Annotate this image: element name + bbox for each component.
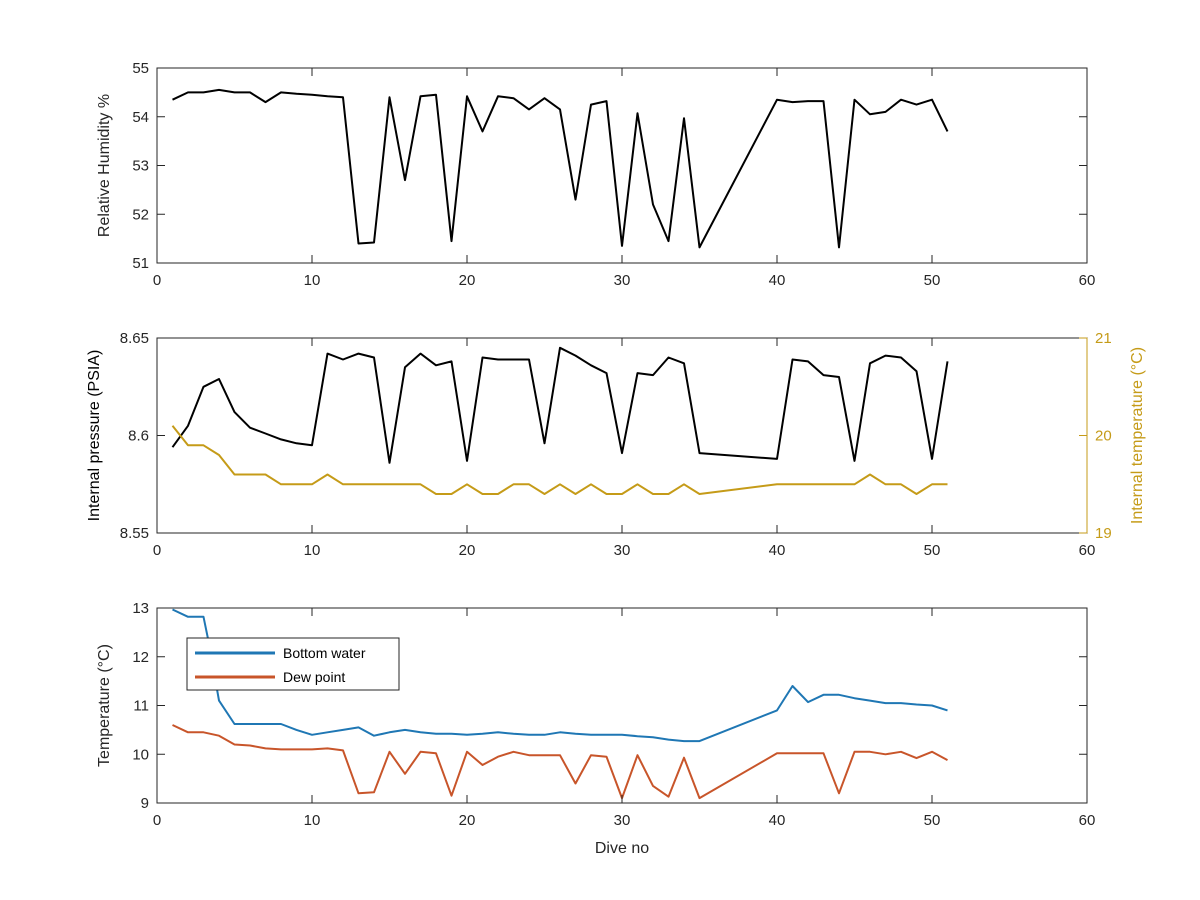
x-tick-label: 50 — [924, 272, 941, 289]
y-tick-label: 54 — [132, 109, 149, 126]
chart-panel-2: 0 10 20 30 40 50 60 8.55 8.6 8.65 19 20 21 Internal t… — [86, 330, 1146, 559]
y-tick-label: 51 — [132, 255, 149, 272]
x-tick-label: 30 — [614, 542, 631, 559]
x-tick-label: 40 — [769, 812, 786, 829]
x-tick-label: 40 — [769, 542, 786, 559]
x-tick-label: 20 — [459, 272, 476, 289]
y2-axis-title: Internal temperature (°C) — [1129, 347, 1146, 524]
x-tick-label: 20 — [459, 812, 476, 829]
x-tick-label: 60 — [1079, 272, 1096, 289]
y-tick-label: 13 — [132, 600, 149, 617]
series-line-2-1 — [171, 346, 949, 464]
y-tick-label: 8.6 — [128, 428, 149, 445]
x-tick-label: 30 — [614, 272, 631, 289]
series-line-3-1 — [172, 608, 948, 743]
y-tick-label: 53 — [132, 158, 149, 175]
x-tick-label: 50 — [924, 812, 941, 829]
x-tick-label: 50 — [924, 542, 941, 559]
x-axis-title: Dive no — [595, 840, 649, 857]
legend-box — [186, 637, 400, 691]
x-tick-label: 20 — [459, 542, 476, 559]
x-tick-label: 60 — [1079, 542, 1096, 559]
x-tick-label: 0 — [153, 272, 161, 289]
chart-panel-1: 0 10 20 30 40 50 60 51 52 53 54 55 Relative Humidity… — [96, 60, 1095, 289]
y-tick-label: 55 — [132, 60, 149, 77]
chart-panel-3: 0 10 20 30 40 50 60 9 10 11 12 13 Temperature (°C) Di… — [96, 600, 1095, 857]
x-tick-label: 10 — [304, 542, 321, 559]
y2-tick-label: 21 — [1095, 330, 1112, 347]
y-axis-title: Temperature (°C) — [96, 644, 113, 767]
series-line-1-1 — [172, 88, 949, 249]
x-tick-label: 10 — [304, 812, 321, 829]
y-tick-label: 11 — [133, 698, 149, 715]
x-tick-label: 30 — [614, 812, 631, 829]
y-axis-title: Relative Humidity % — [96, 94, 113, 237]
x-tick-label: 10 — [304, 272, 321, 289]
y-tick-label: 10 — [132, 746, 149, 763]
y-tick-label: 52 — [132, 206, 149, 223]
series-line-2-2 — [171, 425, 948, 495]
x-tick-label: 60 — [1079, 812, 1096, 829]
x-tick-label: 0 — [153, 812, 161, 829]
legend-label: Bottom water — [283, 645, 366, 661]
axes-box-3 — [156, 607, 1088, 804]
y-tick-label: 9 — [141, 795, 149, 812]
x-tick-label: 40 — [769, 272, 786, 289]
series-line-3-2 — [172, 724, 948, 800]
legend-label: Dew point — [283, 669, 345, 685]
legend: Bottom water Dew point — [186, 637, 400, 691]
y-axis-title: Internal pressure (PSIA) — [86, 350, 103, 522]
axes-box-1 — [156, 67, 1088, 264]
y-tick-label: 8.65 — [120, 330, 149, 347]
y-tick-label: 12 — [132, 649, 149, 666]
x-tick-label: 0 — [153, 542, 161, 559]
y2-tick-label: 19 — [1095, 525, 1112, 542]
y2-tick-label: 20 — [1095, 428, 1112, 445]
y-tick-label: 8.55 — [120, 525, 149, 542]
